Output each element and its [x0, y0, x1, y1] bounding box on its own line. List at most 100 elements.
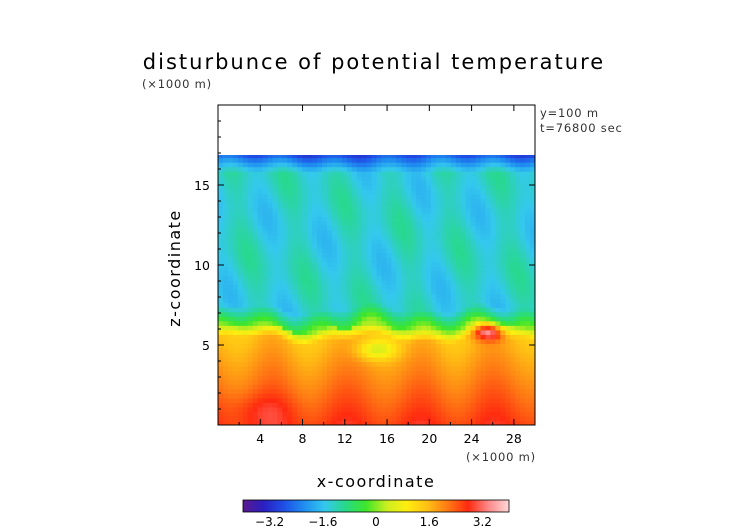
field-cell	[386, 411, 392, 417]
field-cell	[421, 270, 427, 276]
field-cell	[475, 289, 482, 295]
field-cell	[326, 293, 333, 299]
field-cell	[282, 202, 288, 208]
field-cell	[525, 248, 531, 254]
field-cell	[435, 216, 442, 222]
field-cell	[450, 279, 457, 286]
field-cell	[520, 157, 526, 163]
field-cell	[490, 166, 496, 172]
field-cell	[416, 338, 422, 344]
field-cell	[421, 320, 427, 326]
field-cell	[272, 266, 279, 272]
field-cell	[297, 384, 303, 390]
field-cell	[455, 171, 462, 177]
field-cell	[416, 420, 422, 425]
field-cell	[262, 320, 269, 326]
field-cell	[237, 202, 244, 208]
field-cell	[237, 279, 244, 286]
field-cell	[406, 270, 412, 276]
field-cell	[525, 175, 531, 181]
field-cell	[322, 284, 328, 290]
field-cell	[465, 307, 472, 313]
field-cell	[312, 352, 318, 358]
field-cell	[426, 162, 432, 168]
field-cell	[322, 207, 328, 213]
field-cell	[252, 289, 259, 295]
field-cell	[297, 284, 303, 290]
field-cell	[232, 384, 239, 390]
field-cell	[282, 248, 288, 254]
field-cell	[480, 252, 487, 258]
field-cell	[326, 384, 333, 390]
field-cell	[391, 221, 397, 227]
field-cell	[287, 193, 293, 199]
field-cell	[386, 202, 392, 208]
field-cell	[376, 257, 383, 263]
field-cell	[287, 411, 293, 417]
field-cell	[257, 334, 264, 340]
field-cell	[465, 279, 472, 286]
field-cell	[401, 157, 407, 163]
field-cell	[366, 406, 373, 412]
field-cell	[376, 162, 383, 168]
field-cell	[218, 216, 224, 222]
field-cell	[470, 293, 477, 299]
field-cell	[386, 302, 392, 308]
field-cell	[520, 352, 526, 358]
field-cell	[361, 397, 368, 403]
field-cell	[386, 261, 392, 267]
field-cell	[530, 302, 535, 308]
field-cell	[475, 234, 482, 240]
field-cell	[465, 293, 472, 299]
field-cell	[485, 202, 492, 208]
field-cell	[416, 166, 422, 172]
field-cell	[247, 388, 254, 394]
field-cell	[317, 384, 323, 390]
field-cell	[282, 221, 288, 227]
field-cell	[490, 384, 496, 390]
field-cell	[257, 279, 264, 286]
field-cell	[346, 225, 353, 231]
field-cell	[435, 189, 442, 195]
field-cell	[326, 302, 333, 308]
field-cell	[505, 366, 511, 372]
field-cell	[450, 198, 457, 204]
field-cell	[326, 155, 333, 159]
field-cell	[252, 243, 259, 249]
field-cell	[297, 420, 303, 425]
field-cell	[411, 243, 417, 249]
field-cell	[376, 230, 383, 236]
field-cell	[322, 261, 328, 267]
field-cell	[440, 257, 447, 263]
field-cell	[317, 207, 323, 213]
field-cell	[426, 221, 432, 227]
field-cell	[346, 248, 353, 254]
field-cell	[490, 234, 496, 240]
field-cell	[361, 338, 368, 344]
field-cell	[430, 261, 437, 267]
field-cell	[411, 180, 417, 186]
field-cell	[267, 234, 274, 240]
field-cell	[287, 289, 293, 295]
field-cell	[297, 266, 303, 272]
field-cell	[510, 357, 516, 363]
field-cell	[351, 234, 358, 240]
field-cell	[460, 266, 467, 272]
field-cell	[421, 343, 427, 349]
field-cell	[391, 279, 397, 286]
field-cell	[440, 243, 447, 249]
field-cell	[247, 406, 254, 412]
field-cell	[351, 270, 358, 276]
field-cell	[381, 307, 387, 313]
field-cell	[252, 270, 259, 276]
field-cell	[445, 302, 452, 308]
field-cell	[292, 252, 298, 258]
field-cell	[500, 406, 506, 412]
field-cell	[455, 343, 462, 349]
field-cell	[396, 189, 402, 195]
field-cell	[331, 155, 338, 159]
field-cell	[331, 352, 338, 358]
field-cell	[242, 211, 249, 218]
field-cell	[450, 302, 457, 308]
field-cell	[287, 311, 293, 317]
